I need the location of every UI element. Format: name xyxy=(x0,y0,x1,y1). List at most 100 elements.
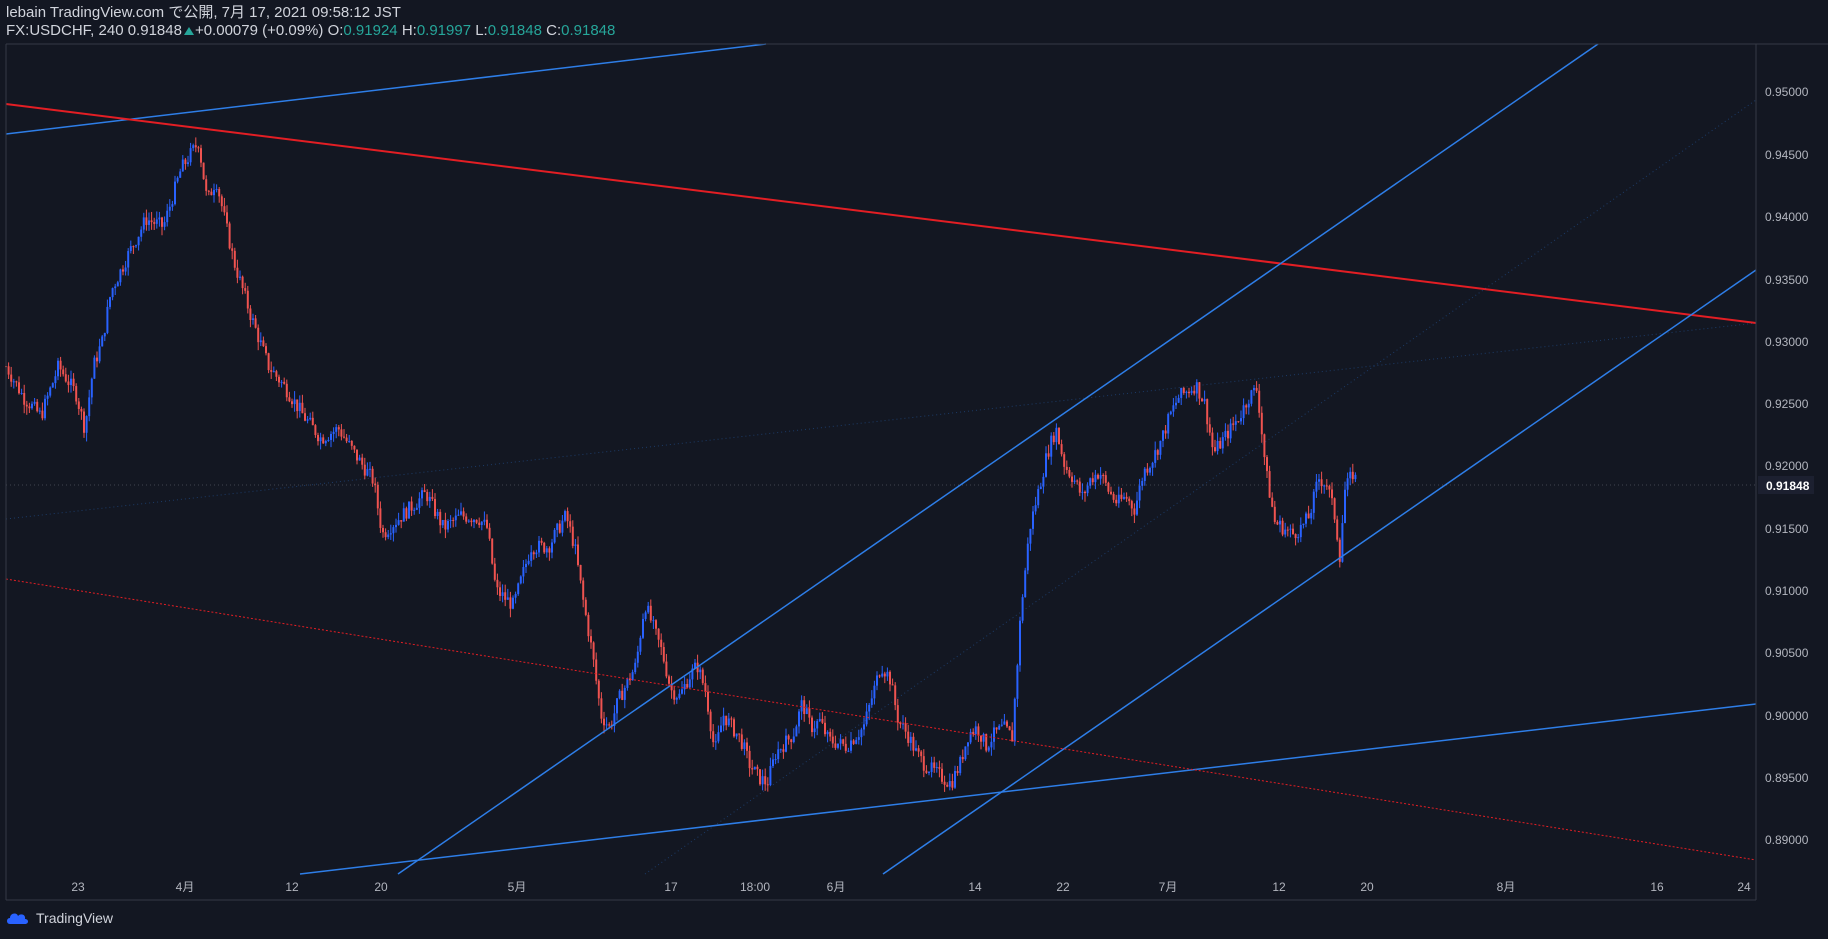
candle-body xyxy=(727,718,730,726)
candle-body xyxy=(15,381,18,383)
candle-body xyxy=(1123,496,1125,499)
candle-body xyxy=(883,673,886,677)
candle-body xyxy=(371,468,374,484)
candle-body xyxy=(600,698,603,719)
candle-body xyxy=(1055,427,1058,443)
candle-body xyxy=(470,520,473,523)
candle-body xyxy=(49,387,52,396)
plot-area[interactable] xyxy=(5,137,1357,792)
candle-body xyxy=(1133,508,1136,515)
candle-body xyxy=(1190,390,1193,394)
candle-body xyxy=(683,684,686,690)
candle-body xyxy=(340,429,343,437)
candle-body xyxy=(532,552,535,555)
candle-body xyxy=(987,747,990,751)
candle-body xyxy=(1099,475,1102,479)
candle-body xyxy=(395,524,397,528)
candle-body xyxy=(309,417,312,420)
candle-body xyxy=(226,212,228,224)
candle-body xyxy=(1351,471,1354,480)
candle-body xyxy=(1107,482,1110,492)
candle-body xyxy=(447,521,449,530)
candle-body xyxy=(135,245,137,247)
candle-body xyxy=(1341,523,1344,562)
price-axis-labels[interactable]: 0.95000 0.94500 0.94000 0.93500 0.93000 0.925… xyxy=(1765,85,1809,847)
candle-body xyxy=(51,383,54,388)
candle-body xyxy=(998,725,1001,730)
candle-body xyxy=(1008,726,1011,731)
candle-body xyxy=(566,511,569,522)
candle-body xyxy=(1016,665,1019,699)
symbol-label[interactable]: FX:USDCHF, 240 xyxy=(6,22,124,39)
candle-body xyxy=(857,737,860,740)
price-axis-label: 0.91000 xyxy=(1765,584,1809,598)
candle-body xyxy=(231,248,234,251)
candle-body xyxy=(753,766,756,770)
candle-body xyxy=(1276,521,1279,525)
candle-body xyxy=(361,457,364,465)
candle-body xyxy=(556,523,559,530)
time-axis-label: 20 xyxy=(1360,880,1374,894)
price-axis-label: 0.89000 xyxy=(1765,833,1809,847)
candle-body xyxy=(1229,423,1232,439)
candle-body xyxy=(462,511,465,517)
candle-body xyxy=(1003,721,1006,725)
candle-body xyxy=(205,179,208,191)
candle-body xyxy=(818,718,821,722)
candle-body xyxy=(837,743,839,748)
candle-body xyxy=(1263,434,1266,458)
tradingview-brand[interactable]: TradingView xyxy=(36,910,114,926)
trendlines xyxy=(5,43,1757,875)
candle-body xyxy=(1208,424,1211,433)
candle-body xyxy=(265,346,267,354)
candle-body xyxy=(252,318,254,320)
time-axis-label: 5月 xyxy=(508,880,527,894)
candle-body xyxy=(374,483,377,486)
candle-body xyxy=(759,769,761,785)
candle-body xyxy=(304,413,306,421)
candle-body xyxy=(1211,432,1214,448)
candle-body xyxy=(709,711,712,732)
candle-body xyxy=(1037,489,1040,506)
candle-body xyxy=(444,519,447,530)
red-resistance-trendline xyxy=(5,103,1757,324)
candle-body xyxy=(153,222,156,224)
candle-body xyxy=(1045,453,1047,477)
candle-body xyxy=(197,147,200,149)
candle-body xyxy=(296,399,299,412)
candle-body xyxy=(1245,405,1248,408)
candle-body xyxy=(636,651,639,663)
candle-body xyxy=(1068,469,1071,477)
candle-body xyxy=(915,748,917,751)
candle-body xyxy=(733,719,735,737)
candle-body xyxy=(223,206,226,213)
candle-body xyxy=(1006,721,1008,727)
time-axis-label: 18:00 xyxy=(740,880,770,894)
candle-body xyxy=(751,768,754,770)
candle-body xyxy=(1000,724,1003,726)
candle-body xyxy=(64,374,67,382)
candle-body xyxy=(382,527,384,533)
candle-body xyxy=(938,767,941,769)
candle-body xyxy=(1065,466,1068,470)
candle-body xyxy=(200,148,202,163)
candle-body xyxy=(1071,476,1073,482)
candle-body xyxy=(608,724,611,726)
candle-body xyxy=(647,605,650,613)
candle-body xyxy=(813,728,816,733)
candle-body xyxy=(41,410,44,419)
time-axis-label: 23 xyxy=(71,880,85,894)
candle-body xyxy=(743,742,746,749)
candle-body xyxy=(1240,418,1242,422)
candle-body xyxy=(1034,505,1037,512)
candle-body xyxy=(707,691,709,712)
candle-body xyxy=(829,731,832,737)
candle-body xyxy=(1073,480,1076,482)
candle-body xyxy=(1094,474,1097,483)
candle-body xyxy=(935,767,938,769)
candle-body xyxy=(1175,402,1177,406)
candle-body xyxy=(335,427,338,432)
time-axis-labels[interactable]: 23 4月 12 20 5月 17 18:00 6月 14 22 7月 12 20 8月 16 24 xyxy=(71,880,1751,894)
candle-body xyxy=(1104,475,1107,483)
